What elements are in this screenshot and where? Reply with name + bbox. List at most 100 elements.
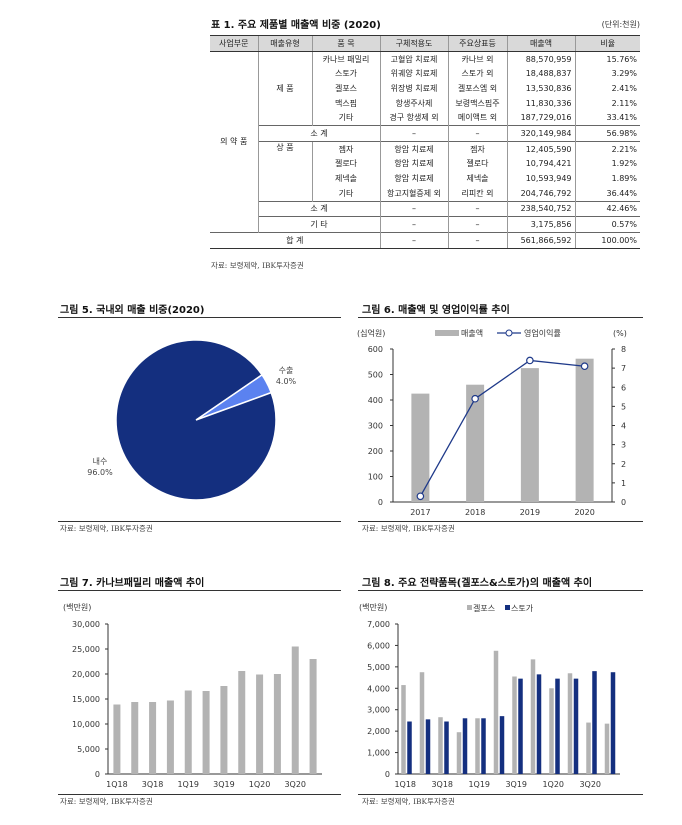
margin-point bbox=[526, 356, 534, 365]
subtotal-label: 소 계 bbox=[257, 125, 380, 142]
x-tick-label: 2017 bbox=[410, 508, 430, 517]
sales-cell: 561,866,592 bbox=[506, 231, 575, 249]
bar-gelfos bbox=[475, 718, 480, 774]
x-tick-label: 1Q18 bbox=[106, 780, 128, 789]
y2-tick-label: 2 bbox=[621, 460, 626, 469]
pie-value: 4.0% bbox=[276, 377, 297, 386]
x-tick-label: 3Q19 bbox=[213, 780, 235, 789]
ratio-cell: 56.98% bbox=[574, 125, 640, 142]
column-header: 품 목 bbox=[311, 35, 380, 52]
bar-gelfos bbox=[586, 722, 591, 774]
product-cell: 기타 bbox=[311, 185, 380, 202]
subtotal-row: 소 계 – –238,540,752 42.46% bbox=[210, 200, 640, 217]
fig5-source: 자료: 보령제약, IBK투자증권 bbox=[60, 524, 153, 533]
brand-cell: 젤로다 bbox=[447, 156, 507, 172]
usage-cell: – bbox=[379, 216, 448, 233]
y-tick-label: 6,000 bbox=[367, 641, 390, 650]
usage-cell: 경구 항생제 외 bbox=[379, 110, 448, 126]
ratio-cell: 15.76% bbox=[574, 51, 640, 67]
table-title: 표 1. 주요 제품별 매출액 비중 (2020) bbox=[211, 20, 381, 31]
y2-tick-label: 1 bbox=[621, 479, 626, 488]
y-tick-label: 2,000 bbox=[367, 727, 390, 736]
usage-cell: – bbox=[379, 200, 448, 217]
divider bbox=[358, 590, 643, 591]
brand-cell: 제넥솔 bbox=[447, 171, 507, 186]
legend-label: 스토가 bbox=[511, 604, 534, 613]
y-tick-label: 15,000 bbox=[72, 695, 100, 704]
total-label: 합 계 bbox=[210, 231, 380, 249]
brand-cell: 겔포스엠 외 bbox=[447, 81, 507, 96]
sales-cell: 187,729,016 bbox=[506, 110, 575, 126]
bar-stoga bbox=[462, 718, 468, 774]
y-tick-label: 7,000 bbox=[367, 620, 390, 629]
ratio-cell: 2.11% bbox=[574, 95, 640, 111]
fig7-source: 자료: 보령제약, IBK투자증권 bbox=[60, 797, 153, 806]
canab-sales-chart: (백만원) 0 5,000 10,000 15,000 20,000 25,000 30,00… bbox=[63, 602, 322, 789]
margin-line bbox=[419, 359, 585, 497]
bar-canab bbox=[166, 700, 174, 774]
usage-cell: 항생주사제 bbox=[379, 95, 448, 111]
bar-canab bbox=[273, 674, 281, 774]
bar-canab bbox=[202, 691, 210, 774]
bar-stoga bbox=[407, 721, 412, 774]
sales-type-cell: 상 품 bbox=[257, 140, 312, 202]
product-cell: 스토가 bbox=[311, 66, 380, 82]
x-tick-label: 1Q20 bbox=[249, 780, 271, 789]
brand-cell: 리피칸 외 bbox=[447, 185, 507, 202]
y-tick-label: 400 bbox=[368, 396, 383, 405]
bar-canab bbox=[131, 702, 139, 774]
sales-cell: 3,175,856 bbox=[506, 216, 575, 233]
other-label: 기 타 bbox=[257, 216, 380, 233]
y-tick-label: 200 bbox=[368, 447, 383, 456]
bar-stoga bbox=[481, 718, 486, 774]
product-cell: 겔포스 bbox=[311, 81, 380, 96]
bar-stoga bbox=[592, 671, 597, 774]
usage-cell: 항암 치료제 bbox=[379, 140, 448, 157]
column-header: 매출유형 bbox=[257, 35, 312, 52]
brand-cell: – bbox=[447, 125, 507, 142]
bar-canab bbox=[220, 686, 228, 774]
usage-cell: 위궤양 치료제 bbox=[379, 66, 448, 82]
ratio-cell: 2.41% bbox=[574, 81, 640, 96]
y-tick-label: 10,000 bbox=[72, 720, 100, 729]
margin-point bbox=[471, 394, 479, 403]
table-row: 기타 항고지혈증제 외 리피칸 외 204,746,792 36.44% bbox=[210, 185, 640, 202]
legend-label: 매출액 bbox=[461, 328, 483, 338]
y-tick-label: 4,000 bbox=[367, 684, 390, 693]
y2-tick-label: 8 bbox=[621, 345, 626, 354]
right-axis-unit: (%) bbox=[613, 329, 627, 338]
table-row: 스토가 위궤양 치료제 스토가 외 18,488,837 3.29% bbox=[210, 66, 640, 82]
x-tick-label: 1Q18 bbox=[394, 780, 416, 789]
ratio-cell: 100.00% bbox=[574, 231, 640, 249]
product-cell: 제넥솔 bbox=[311, 171, 380, 186]
pie-slice-1 bbox=[115, 339, 277, 501]
pie-value: 96.0% bbox=[87, 468, 113, 477]
usage-cell: 항암 치료제 bbox=[379, 156, 448, 172]
ratio-cell: 42.46% bbox=[574, 200, 640, 217]
bar-canab bbox=[309, 659, 317, 774]
x-tick-label: 2020 bbox=[574, 508, 594, 517]
divider bbox=[58, 590, 341, 591]
table-row: 제넥솔 항암 치료제 제넥솔 10,593,949 1.89% bbox=[210, 171, 640, 186]
bar-sales bbox=[411, 393, 430, 502]
legend-swatch bbox=[505, 605, 510, 610]
ratio-cell: 33.41% bbox=[574, 110, 640, 126]
x-tick-label: 3Q19 bbox=[505, 780, 527, 789]
bar-canab bbox=[291, 646, 299, 774]
usage-cell: 위장병 치료제 bbox=[379, 81, 448, 96]
brand-cell: – bbox=[447, 200, 507, 217]
bar-stoga bbox=[518, 678, 523, 774]
y-tick-label: 20,000 bbox=[72, 670, 100, 679]
divider bbox=[358, 794, 643, 795]
sales-cell: 13,530,836 bbox=[506, 81, 575, 96]
bar-canab bbox=[256, 674, 264, 774]
table-row: 의 약 품 제 품 카나브 패밀리 고혈압 치료제 카나브 외 88,570,959 15.… bbox=[210, 51, 640, 146]
sales-cell: 204,746,792 bbox=[506, 185, 575, 202]
y-tick-label: 0 bbox=[95, 770, 100, 779]
x-tick-label: 3Q20 bbox=[579, 780, 601, 789]
column-header: 비율 bbox=[574, 35, 640, 52]
bar-gelfos bbox=[512, 676, 517, 774]
bar-sales bbox=[575, 358, 594, 502]
left-axis-unit: (십억원) bbox=[357, 328, 385, 338]
sales-cell: 18,488,837 bbox=[506, 66, 575, 82]
